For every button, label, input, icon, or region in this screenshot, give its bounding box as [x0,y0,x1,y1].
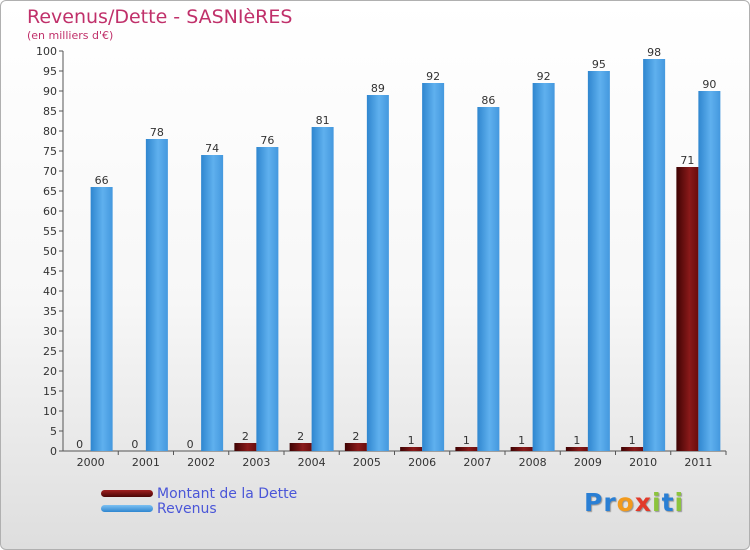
x-tick-label: 2001 [132,456,160,469]
bar-dette-2010 [621,447,644,451]
bar-revenus-2006 [422,83,445,451]
y-tick-label: 40 [43,285,57,298]
bar-revenus-2001 [145,139,168,451]
y-tick-label: 75 [43,145,57,158]
y-tick-label: 80 [43,125,57,138]
y-tick-label: 90 [43,85,57,98]
data-label-revenus-2000: 66 [95,174,109,187]
data-label-revenus-2010: 98 [647,46,661,59]
y-tick-label: 95 [43,65,57,78]
legend-swatch-dette [101,490,153,497]
y-tick-label: 60 [43,205,57,218]
data-label-dette-2001: 0 [131,438,138,451]
bar-dette-2011 [676,167,699,451]
data-label-revenus-2011: 90 [702,78,716,91]
legend-label-dette: Montant de la Dette [157,486,298,502]
y-tick-label: 50 [43,245,57,258]
bar-revenus-2008 [532,83,555,451]
data-label-dette-2007: 1 [463,434,470,447]
y-tick-label: 20 [43,365,57,378]
chart-title: Revenus/Dette - SASNIèRES [27,6,293,28]
bar-dette-2009 [565,447,588,451]
y-tick-label: 25 [43,345,57,358]
data-label-revenus-2001: 78 [150,126,164,139]
bar-revenus-2007 [477,107,500,451]
data-label-revenus-2007: 86 [481,94,495,107]
y-tick-label: 65 [43,185,57,198]
data-label-revenus-2008: 92 [537,70,551,83]
x-tick-label: 2010 [629,456,657,469]
x-tick-label: 2002 [187,456,215,469]
data-label-dette-2010: 1 [629,434,636,447]
bar-dette-2003 [234,443,257,451]
y-tick-label: 45 [43,265,57,278]
bar-revenus-2000 [90,187,113,451]
data-label-dette-2009: 1 [573,434,580,447]
bar-revenus-2011 [698,91,721,451]
x-tick-label: 2004 [298,456,326,469]
bar-dette-2004 [289,443,312,451]
y-tick-label: 55 [43,225,57,238]
data-label-dette-2008: 1 [518,434,525,447]
x-tick-label: 2007 [463,456,491,469]
data-label-dette-2003: 2 [242,430,249,443]
data-label-dette-2000: 0 [76,438,83,451]
data-label-dette-2006: 1 [408,434,415,447]
bar-dette-2005 [344,443,367,451]
legend-label-revenus: Revenus [157,501,217,517]
bar-revenus-2009 [587,71,610,451]
data-label-revenus-2004: 81 [316,114,330,127]
bar-revenus-2005 [366,95,389,451]
bar-dette-2008 [510,447,533,451]
data-label-dette-2005: 2 [352,430,359,443]
y-tick-label: 0 [50,445,57,458]
data-label-revenus-2005: 89 [371,82,385,95]
y-tick-label: 5 [50,425,57,438]
legend-swatch-revenus [101,505,153,512]
y-tick-label: 15 [43,385,57,398]
chart-subtitle: (en milliers d'€) [27,29,114,42]
bar-revenus-2010 [643,59,666,451]
y-tick-label: 10 [43,405,57,418]
data-label-dette-2011: 71 [680,154,694,167]
bar-revenus-2002 [201,155,224,451]
data-label-dette-2004: 2 [297,430,304,443]
data-label-revenus-2009: 95 [592,58,606,71]
x-tick-label: 2003 [242,456,270,469]
x-tick-label: 2000 [77,456,105,469]
bar-dette-2007 [455,447,478,451]
y-tick-label: 30 [43,325,57,338]
bar-dette-2006 [400,447,423,451]
data-label-revenus-2006: 92 [426,70,440,83]
y-tick-label: 35 [43,305,57,318]
y-tick-label: 70 [43,165,57,178]
x-tick-label: 2009 [574,456,602,469]
data-label-revenus-2003: 76 [260,134,274,147]
data-label-revenus-2002: 74 [205,142,219,155]
y-tick-label: 100 [36,45,57,58]
bar-revenus-2003 [256,147,279,451]
data-label-dette-2002: 0 [187,438,194,451]
proxiti-logo: Proxiti [584,488,685,517]
x-tick-label: 2005 [353,456,381,469]
x-tick-label: 2008 [519,456,547,469]
x-tick-label: 2011 [684,456,712,469]
y-tick-label: 85 [43,105,57,118]
x-tick-label: 2006 [408,456,436,469]
bar-revenus-2004 [311,127,334,451]
